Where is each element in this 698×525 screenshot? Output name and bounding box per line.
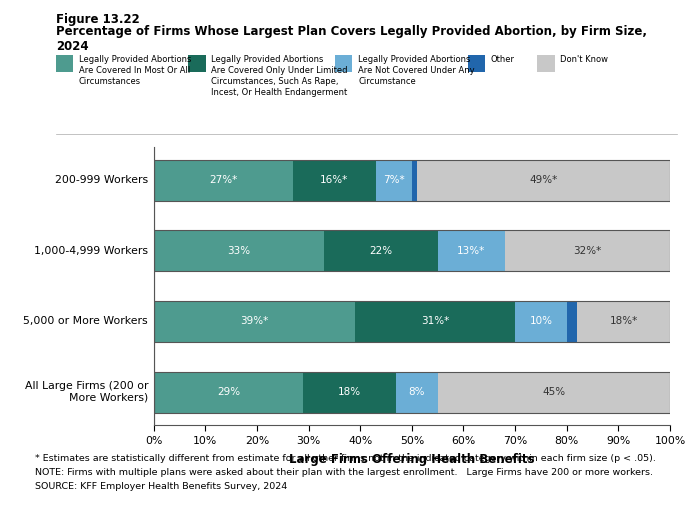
Bar bbox=[154, 301, 670, 342]
Bar bbox=[154, 372, 670, 413]
Text: 32%*: 32%* bbox=[573, 246, 602, 256]
Bar bbox=[293, 160, 376, 201]
Bar bbox=[154, 160, 293, 201]
Text: Legally Provided Abortions
Are Not Covered Under Any
Circumstance: Legally Provided Abortions Are Not Cover… bbox=[358, 55, 475, 86]
Text: NOTE: Firms with multiple plans were asked about their plan with the largest enr: NOTE: Firms with multiple plans were ask… bbox=[35, 468, 653, 477]
Bar bbox=[376, 160, 412, 201]
Bar bbox=[505, 230, 670, 271]
Text: 22%: 22% bbox=[369, 246, 392, 256]
Text: 29%: 29% bbox=[217, 387, 240, 397]
Text: 33%: 33% bbox=[228, 246, 251, 256]
Text: 13%*: 13%* bbox=[457, 246, 485, 256]
Text: 2024: 2024 bbox=[56, 40, 89, 53]
Bar bbox=[438, 230, 505, 271]
Text: 18%: 18% bbox=[339, 387, 362, 397]
Text: 45%: 45% bbox=[542, 387, 565, 397]
Text: * Estimates are statistically different from estimate for all other firms not in: * Estimates are statistically different … bbox=[35, 454, 656, 463]
Bar bbox=[304, 372, 396, 413]
Text: 16%*: 16%* bbox=[320, 175, 348, 185]
Bar bbox=[154, 372, 304, 413]
Bar bbox=[324, 230, 438, 271]
Text: 7%*: 7%* bbox=[383, 175, 405, 185]
Bar bbox=[515, 301, 567, 342]
Bar bbox=[154, 160, 670, 201]
Bar bbox=[154, 230, 670, 271]
Text: SOURCE: KFF Employer Health Benefits Survey, 2024: SOURCE: KFF Employer Health Benefits Sur… bbox=[35, 482, 287, 491]
Text: 10%: 10% bbox=[530, 317, 552, 327]
Text: Other: Other bbox=[491, 55, 514, 64]
Bar bbox=[396, 372, 438, 413]
Bar bbox=[412, 160, 417, 201]
Text: 18%*: 18%* bbox=[609, 317, 638, 327]
Text: Figure 13.22: Figure 13.22 bbox=[56, 13, 140, 26]
Bar bbox=[154, 230, 324, 271]
Bar bbox=[355, 301, 515, 342]
Text: Don't Know: Don't Know bbox=[560, 55, 609, 64]
Text: Legally Provided Abortions
Are Covered In Most Or All
Circumstances: Legally Provided Abortions Are Covered I… bbox=[79, 55, 191, 86]
Text: Legally Provided Abortions
Are Covered Only Under Limited
Circumstances, Such As: Legally Provided Abortions Are Covered O… bbox=[211, 55, 348, 98]
Bar bbox=[577, 301, 670, 342]
Text: 49%*: 49%* bbox=[529, 175, 558, 185]
Text: 31%*: 31%* bbox=[421, 317, 450, 327]
X-axis label: Large Firms Offering Health Benefits: Large Firms Offering Health Benefits bbox=[289, 453, 535, 466]
Text: 39%*: 39%* bbox=[240, 317, 269, 327]
Bar bbox=[438, 372, 670, 413]
Bar bbox=[567, 301, 577, 342]
Text: 8%: 8% bbox=[409, 387, 425, 397]
Bar bbox=[154, 301, 355, 342]
Text: Percentage of Firms Whose Largest Plan Covers Legally Provided Abortion, by Firm: Percentage of Firms Whose Largest Plan C… bbox=[56, 25, 647, 38]
Bar bbox=[417, 160, 670, 201]
Text: 27%*: 27%* bbox=[209, 175, 237, 185]
